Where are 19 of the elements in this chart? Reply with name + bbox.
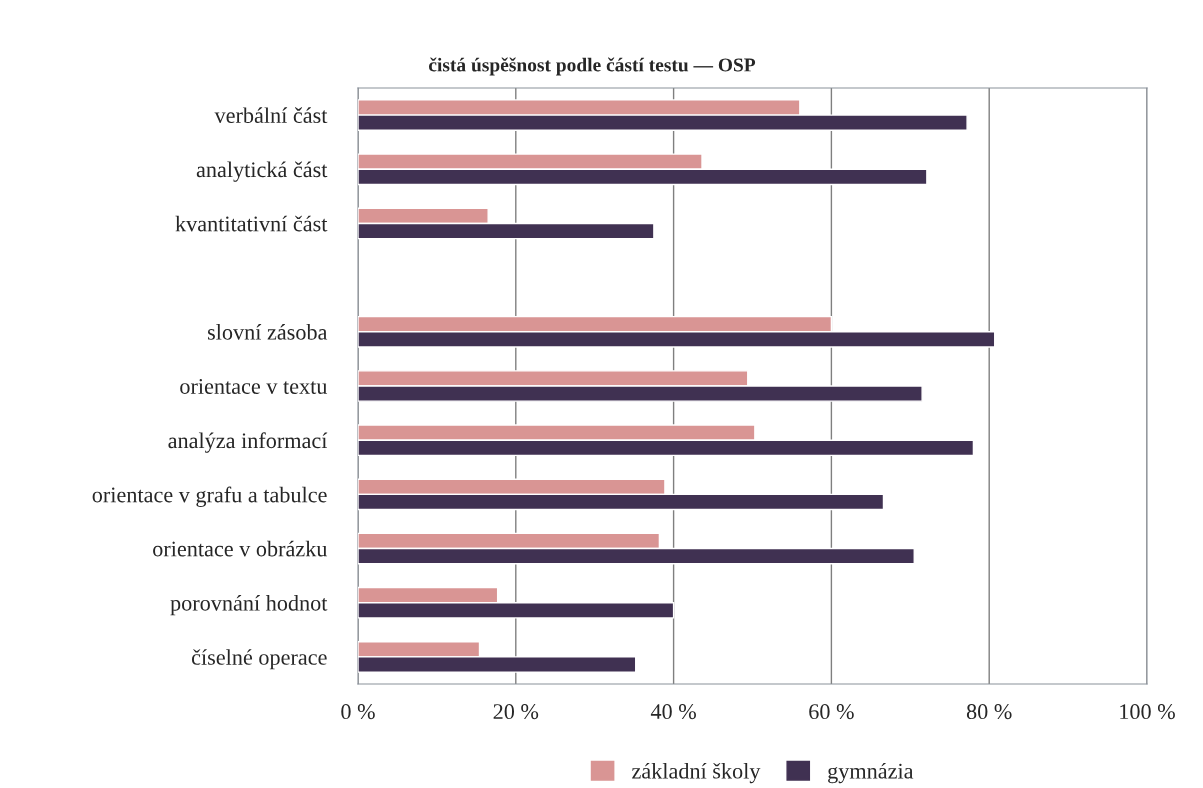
- y-tick-label: analýza informací: [168, 432, 328, 453]
- y-tick-label: porovnání hodnot: [170, 595, 328, 616]
- y-tick-label: orientace v grafu a tabulce: [92, 486, 327, 507]
- x-tick-label: 80 %: [966, 704, 1012, 720]
- y-tick-label: slovní zásoba: [208, 324, 328, 340]
- y-tick-label: orientace v obrázku: [153, 540, 328, 557]
- y-tick-label: kvantitativní část: [175, 215, 328, 232]
- x-tick-label: 40 %: [650, 704, 696, 720]
- x-tick-label: 20 %: [493, 704, 539, 720]
- x-tick-label: 0 %: [341, 704, 375, 720]
- y-tick-label: číselné operace: [191, 649, 327, 670]
- legend-label: základní školy: [632, 762, 761, 784]
- chart-title: čistá úspěšnost podle částí testu — OSP: [429, 57, 756, 76]
- x-tick-label: 100 %: [1120, 704, 1175, 720]
- legend-label: gymnázia: [828, 762, 914, 784]
- x-tick-label: 60 %: [809, 704, 854, 720]
- y-tick-label: orientace v textu: [180, 378, 328, 394]
- y-tick-label: analytická část: [196, 161, 328, 182]
- y-tick-label: verbální část: [214, 107, 328, 124]
